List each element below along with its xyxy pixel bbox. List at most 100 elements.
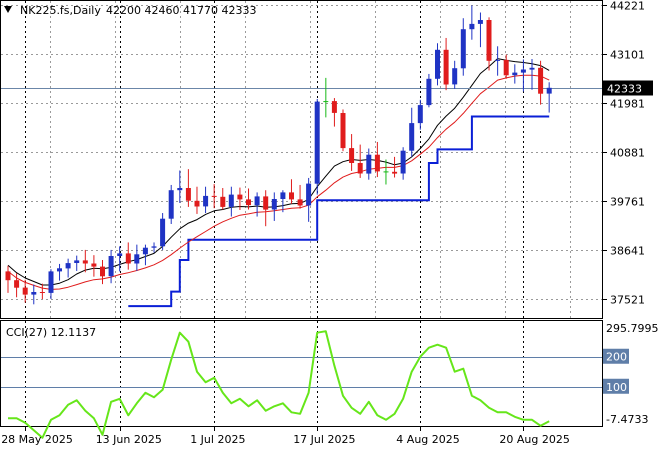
candle-body (177, 188, 183, 191)
cci-tick-label: 200 (606, 351, 627, 364)
candle-body (426, 78, 432, 106)
candle-body (194, 200, 200, 207)
candle-body (417, 105, 423, 124)
candle-body (246, 199, 251, 206)
gridlines (1, 1, 607, 431)
candle-body (383, 171, 389, 173)
price-tick-label: 38641 (610, 245, 645, 258)
candle-body (65, 263, 71, 269)
candle-body (331, 101, 337, 113)
candle-body (142, 247, 148, 255)
candle-body (520, 69, 526, 73)
candle-body (297, 199, 303, 206)
date-tick-label: 17 Jul 2025 (293, 433, 355, 446)
cci-line (8, 330, 550, 439)
candle-body (134, 254, 140, 264)
candle-body (185, 188, 191, 201)
candle-body (314, 101, 320, 184)
candle-body (160, 218, 166, 247)
price-tick-label: 41981 (610, 98, 645, 111)
candle-body (228, 194, 234, 207)
price-tick-label: 44221 (610, 0, 645, 13)
candle-body (529, 67, 535, 70)
trailing-stop-line (128, 115, 550, 308)
date-tick-label: 13 Jun 2025 (96, 433, 162, 446)
cci-tick-label: 100 (606, 381, 627, 394)
date-tick-label: 20 Aug 2025 (499, 433, 569, 446)
candle-body (435, 49, 440, 79)
candle-body (495, 59, 501, 61)
candle-body (460, 29, 466, 69)
candle-body (203, 195, 209, 207)
cci-tick-label: -7.4733 (606, 413, 648, 426)
candle-body (220, 196, 226, 207)
candle-body (323, 101, 329, 103)
candle-body (280, 192, 286, 199)
candle-body (366, 154, 372, 174)
candle-body (168, 190, 174, 219)
candles (5, 5, 552, 305)
candle-body (22, 287, 28, 295)
candle-body (5, 271, 11, 281)
candle-body (100, 266, 105, 277)
cci-level-lines (1, 357, 602, 388)
candle-body (512, 72, 518, 76)
candle-body (357, 163, 363, 174)
current-price-marker (603, 80, 653, 96)
date-tick-label: 1 Jul 2025 (190, 433, 245, 446)
candle-body (289, 192, 294, 200)
date-tick-label: 4 Aug 2025 (396, 433, 459, 446)
candle-body (306, 183, 312, 206)
current-price-label: 42333 (607, 83, 642, 96)
candle-body (263, 196, 269, 210)
candle-body (74, 260, 80, 263)
cci-level-marker (603, 348, 629, 364)
price-tick-label: 43101 (610, 49, 645, 62)
ohlc-values: 42200 42460 41770 42333 (106, 4, 256, 17)
candle-body (538, 67, 544, 94)
candle-body (349, 148, 355, 163)
candle-body (31, 292, 37, 295)
candle-body (452, 68, 458, 85)
candle-body (125, 253, 131, 264)
cci-series-line (8, 330, 550, 439)
candle-body (117, 253, 123, 256)
candle-body (48, 271, 54, 293)
cci-tick-label: 295.7995 (606, 322, 659, 335)
chart-toggle-icon[interactable] (4, 6, 12, 13)
price-tick-label: 40881 (610, 147, 645, 160)
candle-body (271, 199, 277, 210)
candle-body (546, 87, 552, 94)
price-panel-frame (0, 0, 603, 319)
candle-body (211, 195, 217, 197)
candle-body (82, 260, 88, 264)
slow-moving-average-line (7, 74, 550, 290)
candle-body (108, 256, 114, 277)
fast-moving-average-line (7, 58, 550, 286)
cci-label: CCI(27) 12.1137 (6, 326, 96, 339)
candle-body (469, 23, 475, 30)
candle-body (91, 263, 97, 267)
candle-body (392, 171, 398, 174)
candle-body (340, 113, 346, 149)
cci-level-marker (603, 378, 629, 394)
candle-body (409, 123, 415, 151)
candle-body (39, 292, 45, 293)
candle-body (443, 49, 449, 85)
date-tick-label: 28 May 2025 (1, 433, 73, 446)
candle-body (151, 246, 157, 248)
candle-body (477, 20, 483, 24)
candle-body (254, 196, 260, 206)
symbol-label: NK225.fs,Daily (20, 4, 101, 17)
price-tick-label: 39761 (610, 196, 645, 209)
candle-body (486, 20, 492, 61)
indicator-lines (1, 58, 602, 308)
price-tick-label: 37521 (610, 294, 645, 307)
candle-body (57, 268, 62, 272)
candle-body (503, 59, 509, 76)
candle-body (400, 150, 406, 174)
candle-body (374, 154, 380, 172)
candle-body (237, 194, 243, 200)
